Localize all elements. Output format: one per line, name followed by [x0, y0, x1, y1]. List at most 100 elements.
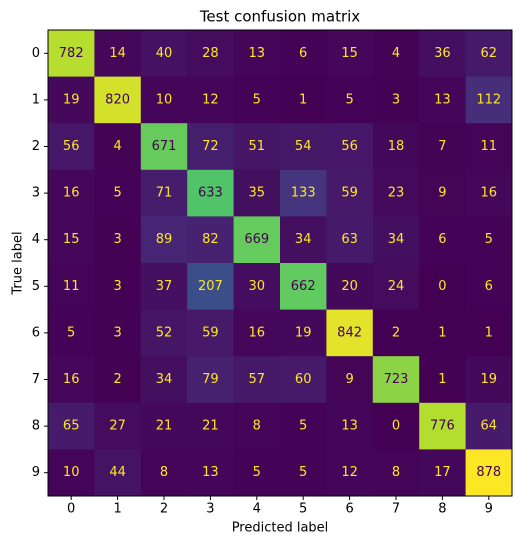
- x-tick-label: 6: [345, 502, 353, 517]
- cell-label: 89: [156, 232, 173, 247]
- cell-label: 16: [481, 186, 498, 201]
- cell: [140, 76, 188, 124]
- cell-label: 9: [345, 372, 353, 387]
- cell: [465, 123, 513, 171]
- cell-label: 27: [109, 419, 126, 434]
- cell-label: 16: [249, 325, 266, 340]
- cell-label: 30: [249, 279, 266, 294]
- cell: [94, 449, 142, 497]
- cell: [372, 169, 420, 217]
- y-tick-label: 1: [32, 92, 40, 107]
- cell: [465, 449, 513, 497]
- x-tick-label: 5: [299, 502, 307, 517]
- cell-label: 633: [198, 186, 223, 201]
- cell-label: 37: [156, 279, 173, 294]
- cell: [94, 30, 142, 78]
- cell-label: 36: [434, 46, 451, 61]
- cell-label: 5: [299, 419, 307, 434]
- x-tick-label: 1: [113, 502, 121, 517]
- cell-label: 8: [392, 465, 400, 480]
- cell-label: 7: [438, 139, 446, 154]
- cell-label: 133: [291, 186, 316, 201]
- cell: [372, 356, 420, 404]
- cell: [94, 169, 142, 217]
- cell: [187, 309, 235, 357]
- cell-label: 16: [63, 372, 80, 387]
- cell-label: 671: [152, 139, 177, 154]
- cell-label: 13: [202, 465, 219, 480]
- cell-label: 51: [249, 139, 266, 154]
- cell-label: 65: [63, 419, 80, 434]
- cell: [280, 449, 327, 497]
- cell: [187, 449, 235, 497]
- x-tick-label: 0: [67, 502, 75, 517]
- cell: [326, 449, 374, 497]
- cell: [140, 309, 188, 357]
- cell-label: 878: [476, 465, 501, 480]
- cell-label: 64: [481, 419, 498, 434]
- x-tick-label: 4: [253, 502, 261, 517]
- cell: [233, 123, 281, 171]
- cell: [326, 123, 374, 171]
- cell: [419, 169, 467, 217]
- cell-label: 1: [299, 92, 307, 107]
- cell: [187, 76, 235, 124]
- cell-label: 14: [109, 46, 126, 61]
- cell-label: 5: [113, 186, 121, 201]
- cell: [233, 309, 281, 357]
- cell: [280, 356, 327, 404]
- cell-label: 34: [388, 232, 405, 247]
- cell: [419, 309, 467, 357]
- cell: [419, 76, 467, 124]
- cell-label: 79: [202, 372, 219, 387]
- cell: [419, 356, 467, 404]
- cell: [48, 76, 95, 124]
- cell: [48, 309, 95, 357]
- cell: [140, 216, 188, 264]
- cell-label: 44: [109, 465, 126, 480]
- cell-label: 54: [295, 139, 312, 154]
- cell-label: 21: [156, 419, 173, 434]
- cell: [419, 402, 467, 450]
- cell-label: 3: [392, 92, 400, 107]
- cell-label: 4: [392, 46, 400, 61]
- cell: [187, 356, 235, 404]
- cell: [94, 216, 142, 264]
- cell-label: 3: [113, 232, 121, 247]
- cell-label: 56: [341, 139, 358, 154]
- cell-label: 662: [291, 279, 316, 294]
- cell-label: 59: [202, 325, 219, 340]
- cell: [48, 263, 95, 311]
- cell-label: 782: [59, 46, 84, 61]
- cell: [187, 30, 235, 78]
- cell: [372, 30, 420, 78]
- cell-label: 40: [156, 46, 173, 61]
- cell: [372, 449, 420, 497]
- cell: [280, 309, 327, 357]
- cell-label: 112: [476, 92, 501, 107]
- cell-label: 35: [249, 186, 266, 201]
- cell: [140, 169, 188, 217]
- y-tick-label: 9: [32, 465, 40, 480]
- cell: [465, 309, 513, 357]
- cell-label: 12: [202, 92, 219, 107]
- cell: [48, 30, 95, 78]
- cell-label: 13: [434, 92, 451, 107]
- cell-label: 0: [392, 419, 400, 434]
- x-tick-label: 7: [392, 502, 400, 517]
- cell-label: 28: [202, 46, 219, 61]
- cell: [372, 309, 420, 357]
- cell: [465, 169, 513, 217]
- cell-label: 723: [384, 372, 409, 387]
- cell: [48, 169, 95, 217]
- cell-label: 20: [341, 279, 358, 294]
- cell-label: 10: [63, 465, 80, 480]
- y-tick-label: 0: [32, 46, 40, 61]
- cell: [140, 449, 188, 497]
- cell: [419, 263, 467, 311]
- cell-label: 5: [345, 92, 353, 107]
- cell: [465, 76, 513, 124]
- cell-label: 10: [156, 92, 173, 107]
- cell-label: 15: [341, 46, 358, 61]
